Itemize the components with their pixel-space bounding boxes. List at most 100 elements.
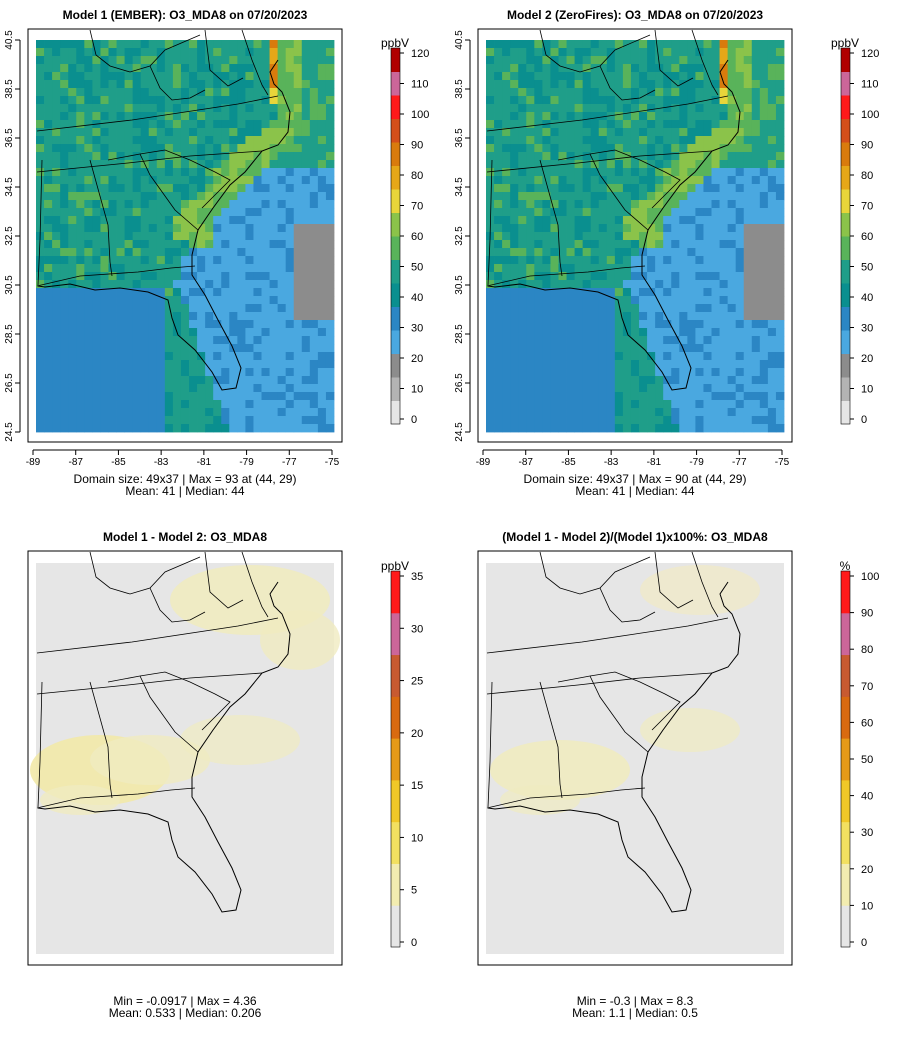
- legend-tick-label: 25: [411, 676, 423, 688]
- y-tick-label: 32.5: [4, 226, 15, 246]
- legend-tick-label: 50: [411, 262, 423, 274]
- colorbar-segment: [841, 377, 850, 401]
- panel-percent-difference: (Model 1 - Model 2)/(Model 1)x100%: O3_M…: [477, 530, 880, 1020]
- colorbar-segment: [391, 118, 400, 143]
- y-tick-label: 26.5: [454, 373, 465, 393]
- state-boundaries: [36, 551, 279, 809]
- y-tick-label: 26.5: [4, 373, 15, 393]
- x-axis: -89 -87 -85 -83 -81 -79 -77 -75: [26, 449, 340, 468]
- x-tick-label: -81: [647, 457, 662, 468]
- y-tick-label: 34.5: [4, 177, 15, 197]
- legend-tick-label: 10: [861, 384, 873, 396]
- colorbar-segment: [391, 863, 400, 906]
- legend-tick-label: 80: [861, 644, 873, 656]
- colorbar-segment: [391, 696, 400, 739]
- legend-tick-label: 70: [411, 201, 423, 213]
- panel-title: (Model 1 - Model 2)/(Model 1)x100%: O3_M…: [502, 530, 768, 544]
- legend-tick-label: 15: [411, 780, 423, 792]
- legend-tick-label: 90: [861, 140, 873, 152]
- colorbar-segment: [391, 330, 400, 354]
- panel-difference: Model 1 - Model 2: O3_MDA8: [27, 530, 423, 1020]
- colorbar-segment: [841, 306, 850, 331]
- map-frame: [477, 550, 793, 966]
- colorbar-segment: [391, 212, 400, 237]
- x-tick-label: -75: [775, 457, 790, 468]
- colorbar-segment: [391, 165, 400, 190]
- colorbar-segment: [841, 821, 850, 864]
- map-frame: [27, 28, 343, 443]
- ozone-grid: [486, 40, 785, 433]
- panel-title: Model 2 (ZeroFires): O3_MDA8 on 07/20/20…: [507, 8, 763, 22]
- state-boundaries: [36, 29, 279, 287]
- legend-unit: %: [840, 559, 851, 573]
- colorbar-segment: [391, 236, 400, 260]
- colorbar-legend: % 0 10 20 30 40 50 60 70 80 90 100: [840, 559, 880, 949]
- y-tick-label: 36.5: [4, 128, 15, 148]
- x-tick-label: -83: [154, 457, 169, 468]
- colorbar-legend: ppbV 0 10 20 30 40 50 60 70 80 90 100 110 120: [831, 36, 879, 426]
- legend-tick-label: 40: [861, 292, 873, 304]
- colorbar-segment: [391, 779, 400, 823]
- legend-tick-label: 20: [861, 864, 873, 876]
- colorbar-segment: [841, 165, 850, 190]
- colorbar-segment: [841, 118, 850, 143]
- legend-tick-label: 0: [411, 937, 417, 949]
- coastline: [487, 59, 741, 391]
- legend-tick-label: 70: [861, 681, 873, 693]
- y-tick-label: 30.5: [4, 275, 15, 295]
- colorbar-segment: [391, 738, 400, 781]
- legend-tick-label: 100: [861, 109, 879, 121]
- colorbar-segment: [841, 612, 850, 656]
- y-tick-label: 32.5: [454, 226, 465, 246]
- legend-tick-label: 0: [861, 937, 867, 949]
- coastline: [37, 581, 291, 913]
- legend-tick-label: 70: [861, 201, 873, 213]
- colorbar-segment: [841, 353, 850, 378]
- state-boundaries: [486, 551, 729, 809]
- legend-tick-label: 40: [411, 292, 423, 304]
- coastline: [487, 581, 741, 913]
- y-axis: 24.5 26.5 28.5 30.5 32.5 34.5 36.5 38.5 40.5: [454, 30, 471, 442]
- stats-line-1: Min = -0.3 | Max = 8.3: [577, 994, 694, 1008]
- legend-tick-label: 80: [411, 170, 423, 182]
- stats-line-1: Domain size: 49x37 | Max = 90 at (44, 29…: [524, 472, 747, 486]
- legend-tick-label: 5: [411, 885, 417, 897]
- legend-tick-label: 10: [411, 832, 423, 844]
- state-boundaries: [486, 29, 729, 287]
- x-tick-label: -79: [689, 457, 704, 468]
- legend-tick-label: 50: [861, 262, 873, 274]
- colorbar-segment: [841, 189, 850, 213]
- legend-tick-label: 120: [411, 48, 429, 60]
- colorbar-segment: [391, 377, 400, 401]
- x-tick-label: -77: [732, 457, 747, 468]
- legend-tick-label: 120: [861, 48, 879, 60]
- legend-tick-label: 30: [861, 827, 873, 839]
- legend-unit: ppbV: [831, 36, 859, 50]
- map-frame: [477, 28, 793, 443]
- colorbar-segment: [841, 571, 850, 614]
- colorbar-segment: [841, 48, 850, 72]
- colorbar-segment: [391, 821, 400, 864]
- colorbar-segment: [391, 612, 400, 656]
- x-tick-label: -87: [68, 457, 83, 468]
- x-tick-label: -89: [26, 457, 41, 468]
- panel-model2: Model 2 (ZeroFires): O3_MDA8 on 07/20/20…: [454, 8, 879, 498]
- colorbar-legend: ppbV 0 5 10 15 20 25 30 35: [381, 559, 423, 949]
- colorbar-segment: [391, 71, 400, 96]
- x-tick-label: -77: [282, 457, 297, 468]
- legend-tick-label: 20: [861, 353, 873, 365]
- stats-line-1: Min = -0.0917 | Max = 4.36: [113, 994, 257, 1008]
- legend-tick-label: 100: [861, 571, 879, 583]
- legend-tick-label: 30: [411, 323, 423, 335]
- y-tick-label: 38.5: [454, 79, 465, 99]
- colorbar-segment: [841, 863, 850, 906]
- colorbar-segment: [841, 696, 850, 739]
- y-tick-label: 30.5: [454, 275, 465, 295]
- colorbar-segment: [841, 738, 850, 781]
- panel-title: Model 1 - Model 2: O3_MDA8: [103, 530, 267, 544]
- colorbar-segment: [841, 905, 850, 948]
- colorbar-segment: [841, 654, 850, 697]
- coastline: [37, 59, 291, 391]
- legend-tick-label: 110: [411, 79, 429, 91]
- x-tick-label: -87: [518, 457, 533, 468]
